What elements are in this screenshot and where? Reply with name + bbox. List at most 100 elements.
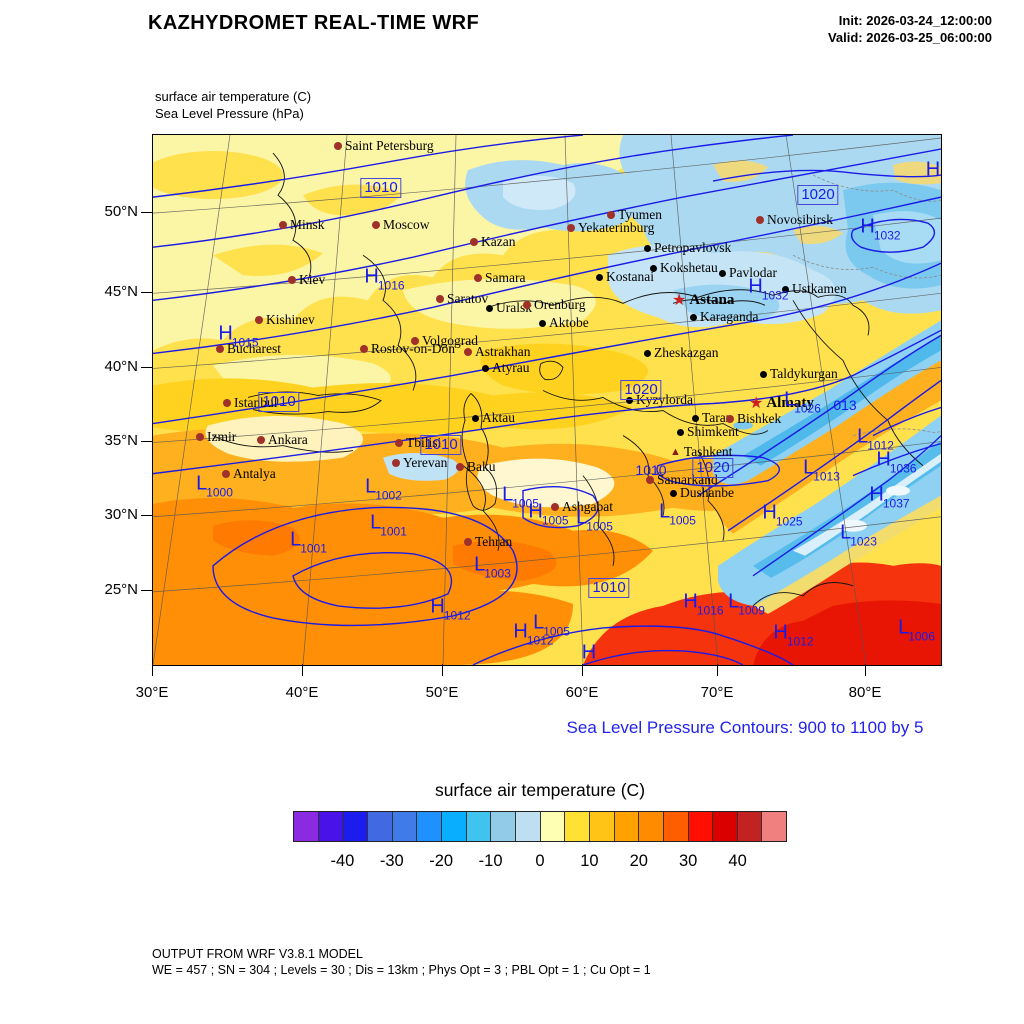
low-pressure-center-label: L1005 bbox=[533, 611, 570, 639]
lat-label: 35°N bbox=[104, 432, 138, 449]
lat-label: 50°N bbox=[104, 203, 138, 220]
city-zheskazgan: Zheskazgan bbox=[644, 345, 718, 361]
city-marker-icon bbox=[288, 276, 296, 284]
city-tbilisi: Tbilisi bbox=[395, 435, 441, 451]
city-label: Kiev bbox=[299, 272, 326, 287]
page-title: KAZHYDROMET REAL-TIME WRF bbox=[148, 12, 480, 34]
city-saratov: Saratov bbox=[436, 291, 488, 307]
lat-label: 25°N bbox=[104, 581, 138, 598]
city-marker-icon bbox=[334, 142, 342, 150]
city-marker-icon bbox=[692, 414, 699, 422]
city-label: Tyumen bbox=[618, 207, 663, 222]
city-marker-icon bbox=[456, 463, 464, 471]
city-marker-icon: ★ bbox=[672, 291, 687, 309]
city-marker-icon bbox=[436, 295, 444, 303]
high-pressure-center-label: H1025 bbox=[762, 501, 803, 529]
city-almaty: ★ Almaty bbox=[749, 395, 814, 412]
city-yekaterinburg: Yekaterinburg bbox=[567, 220, 654, 236]
map-area: Saint Petersburg Minsk Moscow Kiev Kazan Sama… bbox=[152, 134, 942, 666]
city-kokshetau: Kokshetau bbox=[650, 260, 718, 276]
colorbar-cell bbox=[392, 812, 418, 841]
lon-tick bbox=[582, 664, 583, 676]
lon-tick bbox=[442, 664, 443, 676]
colorbar-cell bbox=[441, 812, 467, 841]
city-moscow: Moscow bbox=[372, 217, 430, 233]
city-label: Almaty bbox=[766, 395, 814, 411]
city-marker-icon bbox=[255, 316, 263, 324]
low-pressure-center-label: L1001 bbox=[290, 528, 327, 556]
city-label: Aktau bbox=[482, 410, 515, 425]
city-marker-icon bbox=[760, 370, 767, 378]
city-marker-icon bbox=[726, 415, 734, 423]
city-baku: Baku bbox=[456, 459, 496, 475]
city-label: Kostanai bbox=[606, 269, 654, 284]
city-aktau: Aktau bbox=[472, 410, 515, 426]
colorbar-cell bbox=[343, 812, 368, 841]
colorbar-tick-label: -10 bbox=[478, 852, 503, 870]
pressure-value-label: 013 bbox=[833, 397, 857, 413]
city-label: Pavlodar bbox=[729, 265, 777, 280]
city-marker-icon bbox=[222, 470, 230, 478]
city-marker-icon: ▲ bbox=[670, 446, 681, 458]
city-label: Kyzylorda bbox=[636, 392, 693, 407]
city-marker-icon bbox=[523, 301, 531, 309]
city-ankara: Ankara bbox=[257, 432, 308, 448]
city-minsk: Minsk bbox=[279, 217, 325, 233]
city-pavlodar: Pavlodar bbox=[719, 265, 777, 281]
city-istanbul: Istanbul bbox=[223, 395, 278, 411]
high-pressure-center-label: H1016 bbox=[683, 590, 724, 618]
pressure-value-label: 1010 bbox=[635, 462, 667, 478]
city-label: Saint Petersburg bbox=[345, 138, 434, 153]
init-time: Init: 2026-03-24_12:00:00 bbox=[838, 13, 992, 28]
city-label: Astrakhan bbox=[475, 344, 531, 359]
low-pressure-center-label: L1013 bbox=[803, 456, 840, 484]
city-kazan: Kazan bbox=[470, 234, 515, 250]
city-shimkent: Shimkent bbox=[677, 424, 739, 440]
low-pressure-center-label: L1005 bbox=[659, 500, 696, 528]
city-taraz: Taraz bbox=[692, 410, 732, 426]
low-pressure-center-label: L1026 bbox=[784, 388, 821, 416]
city-label: Bishkek bbox=[737, 411, 782, 426]
city-label: Yekaterinburg bbox=[578, 220, 655, 235]
lat-tick bbox=[141, 212, 152, 213]
city-label: Moscow bbox=[383, 217, 430, 232]
city-marker-icon bbox=[196, 433, 204, 441]
low-pressure-center-label: L1023 bbox=[840, 521, 877, 549]
colorbar-cell bbox=[515, 812, 541, 841]
city-label: Izmir bbox=[207, 429, 237, 444]
city-label: Aktobe bbox=[549, 315, 589, 330]
map-canvas bbox=[153, 135, 941, 665]
city-label: Bucharest bbox=[227, 341, 281, 356]
colorbar-tick-label: 40 bbox=[728, 852, 747, 870]
pressure-contour-label: 1020 bbox=[620, 380, 662, 400]
city-marker-icon bbox=[372, 221, 380, 229]
field-label-pressure: Sea Level Pressure (hPa) bbox=[155, 106, 304, 121]
valid-time: Valid: 2026-03-25_06:00:00 bbox=[827, 30, 992, 45]
city-label: Ustkamen bbox=[792, 281, 847, 296]
map-labels-overlay: Saint Petersburg Minsk Moscow Kiev Kazan Sama… bbox=[153, 135, 941, 665]
city-marker-icon bbox=[486, 304, 493, 312]
lat-tick bbox=[141, 515, 152, 516]
city-label: Rostov-on-Don bbox=[371, 341, 455, 356]
city-samara: Samara bbox=[474, 270, 525, 286]
colorbar-cell bbox=[491, 812, 516, 841]
city-tashkent: ▲ Tashkent bbox=[670, 444, 732, 460]
city-label: Zheskazgan bbox=[654, 345, 719, 360]
city-petropavlovsk: Petropavlovsk bbox=[644, 240, 731, 256]
city-label: Taldykurgan bbox=[770, 366, 838, 381]
footer: OUTPUT FROM WRF V3.8.1 MODEL WE = 457 ; … bbox=[152, 946, 651, 978]
city-marker-icon bbox=[719, 269, 726, 277]
colorbar-ticks: -40 -30 -20 -10 0 10 20 30 40 bbox=[293, 852, 787, 876]
city-saint-petersburg: Saint Petersburg bbox=[334, 138, 434, 154]
colorbar-cell bbox=[639, 812, 664, 841]
city-marker-icon bbox=[644, 349, 651, 357]
high-pressure-center-label: H bbox=[581, 641, 597, 664]
colorbar-title: surface air temperature (C) bbox=[434, 780, 646, 800]
city-marker-icon bbox=[650, 264, 657, 272]
colorbar-cell bbox=[737, 812, 763, 841]
city-dushanbe: Dushanbe bbox=[670, 485, 734, 501]
colorbar-tick-label: 20 bbox=[629, 852, 648, 870]
footer-line-2: WE = 457 ; SN = 304 ; Levels = 30 ; Dis … bbox=[152, 963, 651, 977]
low-pressure-center-label: L1005 bbox=[502, 483, 539, 511]
high-pressure-center-label: H1037 bbox=[869, 483, 910, 511]
